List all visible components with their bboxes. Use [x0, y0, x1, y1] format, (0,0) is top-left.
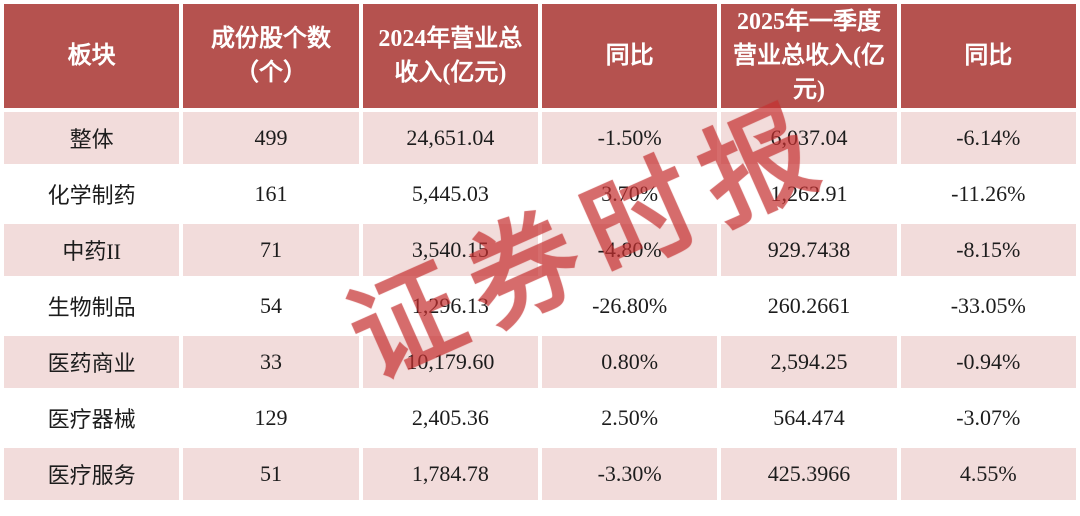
cell-yoy-2025q1: -8.15% [900, 224, 1076, 276]
cell-yoy-2024: -4.80% [541, 224, 718, 276]
cell-sector: 生物制品 [4, 280, 180, 332]
cell-count: 54 [183, 280, 359, 332]
cell-yoy-2025q1: -33.05% [900, 280, 1076, 332]
header-cell-sector: 板块 [4, 4, 180, 108]
cell-sector: 整体 [4, 112, 180, 164]
cell-yoy-2025q1: -3.07% [900, 392, 1076, 444]
header-cell-yoy-2024: 同比 [541, 4, 718, 108]
cell-2025q1-revenue: 2,594.25 [721, 336, 897, 388]
table-row: 医疗服务 51 1,784.78 -3.30% 425.3966 4.55% [4, 448, 1076, 500]
table-row: 医药商业 33 10,179.60 0.80% 2,594.25 -0.94% [4, 336, 1076, 388]
table-row: 化学制药 161 5,445.03 3.70% 1,262.91 -11.26% [4, 168, 1076, 220]
cell-yoy-2025q1: -0.94% [900, 336, 1076, 388]
cell-count: 499 [183, 112, 359, 164]
cell-sector: 医药商业 [4, 336, 180, 388]
cell-2025q1-revenue: 929.7438 [721, 224, 897, 276]
header-cell-yoy-2025q1: 同比 [900, 4, 1076, 108]
cell-yoy-2024: -26.80% [541, 280, 718, 332]
table-header: 板块 成份股个数 （个） 2024年营业总 收入(亿元) 同比 2025年一季度… [4, 4, 1076, 108]
header-cell-constituent-count: 成份股个数 （个） [183, 4, 359, 108]
cell-2024-revenue: 10,179.60 [362, 336, 538, 388]
cell-count: 129 [183, 392, 359, 444]
cell-2025q1-revenue: 425.3966 [721, 448, 897, 500]
header-cell-2024-revenue: 2024年营业总 收入(亿元) [362, 4, 538, 108]
cell-yoy-2024: 2.50% [541, 392, 718, 444]
cell-yoy-2024: 0.80% [541, 336, 718, 388]
sector-revenue-table: 板块 成份股个数 （个） 2024年营业总 收入(亿元) 同比 2025年一季度… [4, 4, 1076, 500]
table-row: 中药II 71 3,540.15 -4.80% 929.7438 -8.15% [4, 224, 1076, 276]
header-cell-2025q1-revenue: 2025年一季度 营业总收入(亿 元) [721, 4, 897, 108]
cell-sector: 医疗服务 [4, 448, 180, 500]
cell-count: 71 [183, 224, 359, 276]
cell-2024-revenue: 2,405.36 [362, 392, 538, 444]
cell-2024-revenue: 1,784.78 [362, 448, 538, 500]
cell-sector: 中药II [4, 224, 180, 276]
cell-2024-revenue: 5,445.03 [362, 168, 538, 220]
cell-yoy-2024: -3.30% [541, 448, 718, 500]
header-row: 板块 成份股个数 （个） 2024年营业总 收入(亿元) 同比 2025年一季度… [4, 4, 1076, 108]
cell-yoy-2025q1: -11.26% [900, 168, 1076, 220]
cell-2025q1-revenue: 564.474 [721, 392, 897, 444]
table-row: 生物制品 54 1,296.13 -26.80% 260.2661 -33.05… [4, 280, 1076, 332]
cell-yoy-2024: -1.50% [541, 112, 718, 164]
cell-2025q1-revenue: 260.2661 [721, 280, 897, 332]
cell-2025q1-revenue: 6,037.04 [721, 112, 897, 164]
cell-2024-revenue: 1,296.13 [362, 280, 538, 332]
cell-2025q1-revenue: 1,262.91 [721, 168, 897, 220]
table-body: 整体 499 24,651.04 -1.50% 6,037.04 -6.14% … [4, 112, 1076, 500]
cell-yoy-2024: 3.70% [541, 168, 718, 220]
cell-2024-revenue: 24,651.04 [362, 112, 538, 164]
cell-sector: 化学制药 [4, 168, 180, 220]
cell-sector: 医疗器械 [4, 392, 180, 444]
cell-yoy-2025q1: -6.14% [900, 112, 1076, 164]
cell-yoy-2025q1: 4.55% [900, 448, 1076, 500]
cell-count: 33 [183, 336, 359, 388]
table-row: 医疗器械 129 2,405.36 2.50% 564.474 -3.07% [4, 392, 1076, 444]
cell-count: 161 [183, 168, 359, 220]
cell-count: 51 [183, 448, 359, 500]
table-row: 整体 499 24,651.04 -1.50% 6,037.04 -6.14% [4, 112, 1076, 164]
cell-2024-revenue: 3,540.15 [362, 224, 538, 276]
